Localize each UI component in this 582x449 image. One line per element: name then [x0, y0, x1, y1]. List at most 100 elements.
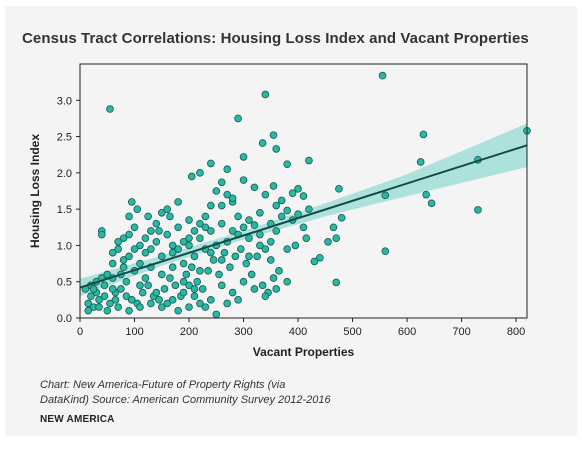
data-point	[288, 189, 297, 197]
data-point	[155, 296, 163, 304]
data-point	[272, 227, 281, 235]
data-point	[277, 196, 286, 205]
data-point	[136, 303, 144, 311]
data-point	[84, 306, 92, 315]
data-point	[245, 216, 253, 224]
data-point	[187, 172, 196, 181]
data-point	[190, 285, 199, 293]
y-tick-label: 1.0	[57, 240, 72, 252]
data-point	[168, 248, 177, 257]
data-point	[119, 263, 128, 272]
data-point	[100, 281, 109, 290]
data-point	[174, 223, 182, 232]
data-point	[190, 252, 199, 261]
data-point	[302, 234, 311, 242]
data-point	[103, 306, 112, 315]
data-point	[179, 238, 188, 246]
data-point	[196, 299, 204, 308]
data-point	[245, 252, 253, 261]
y-tick-label: 2.0	[57, 168, 72, 180]
data-point	[98, 230, 106, 239]
data-point	[185, 303, 193, 311]
y-tick-label: 3.0	[57, 95, 72, 107]
data-point	[125, 230, 133, 239]
data-point	[474, 206, 482, 214]
x-tick-label: 0	[77, 326, 83, 338]
data-point	[106, 299, 114, 308]
data-point	[316, 253, 324, 262]
data-point	[223, 299, 231, 308]
data-point	[114, 238, 122, 246]
data-point	[141, 234, 150, 242]
data-point	[272, 201, 281, 210]
data-point	[231, 252, 240, 261]
data-point	[217, 256, 226, 264]
data-point	[163, 230, 172, 239]
data-point	[258, 139, 267, 147]
data-point	[256, 230, 264, 239]
data-point	[269, 131, 278, 139]
data-point	[174, 245, 182, 253]
data-point	[185, 241, 193, 250]
x-tick-label: 800	[507, 326, 525, 338]
data-point	[223, 190, 231, 199]
data-point	[242, 259, 251, 268]
data-point	[310, 257, 319, 266]
data-point	[190, 227, 199, 235]
data-point	[108, 259, 117, 268]
data-point	[157, 303, 166, 311]
data-point	[125, 306, 133, 315]
data-point	[419, 130, 428, 139]
data-point	[122, 292, 131, 301]
caption-line-2: DataKind) Source: American Community Sur…	[40, 394, 331, 406]
data-point	[185, 281, 193, 290]
data-point	[157, 208, 166, 217]
data-point	[277, 212, 286, 221]
data-point	[125, 212, 133, 221]
data-point	[212, 187, 221, 195]
data-point	[209, 256, 218, 264]
data-point	[250, 285, 259, 293]
data-point	[185, 216, 193, 224]
data-point	[253, 252, 261, 261]
data-point	[272, 145, 281, 153]
data-point	[217, 178, 226, 187]
data-point	[247, 270, 256, 279]
data-point	[147, 227, 155, 235]
data-point	[283, 206, 291, 215]
data-point	[204, 267, 212, 275]
data-point	[179, 288, 188, 297]
data-point	[163, 299, 172, 308]
x-tick-label: 400	[289, 326, 307, 338]
x-tick-label: 600	[398, 326, 416, 338]
axes: 0 100 200 300 400 500 600 700 800 0.0 0.5 1.0 1.5 2.0…	[28, 63, 528, 359]
data-point	[283, 245, 291, 253]
data-point	[416, 158, 425, 166]
data-point	[305, 205, 313, 213]
data-point	[182, 270, 191, 279]
data-point	[100, 292, 109, 301]
data-point	[261, 190, 270, 199]
data-point	[239, 223, 248, 232]
chart-caption: Chart: New America-Future of Property Ri…	[40, 378, 440, 408]
data-point	[239, 176, 248, 184]
data-point	[299, 192, 308, 200]
chart-title: Census Tract Correlations: Housing Loss …	[22, 30, 529, 47]
data-point	[275, 267, 283, 275]
data-point	[237, 245, 245, 253]
data-point	[381, 247, 390, 256]
data-point	[422, 190, 430, 199]
caption-line-1: Chart: New America-Future of Property Ri…	[40, 379, 286, 391]
data-point	[122, 277, 131, 286]
data-point	[220, 248, 229, 257]
data-point	[294, 185, 302, 193]
data-point	[250, 221, 259, 229]
trend-line	[79, 144, 528, 289]
data-point	[174, 306, 182, 315]
scatter-plot: 0 100 200 300 400 500 600 700 800 0.0 0.5 1.0 1.5 2.0…	[28, 63, 531, 359]
x-tick-label: 200	[180, 326, 198, 338]
data-point	[217, 219, 226, 228]
data-point	[84, 299, 92, 308]
data-point	[179, 259, 188, 268]
data-point	[266, 238, 275, 246]
